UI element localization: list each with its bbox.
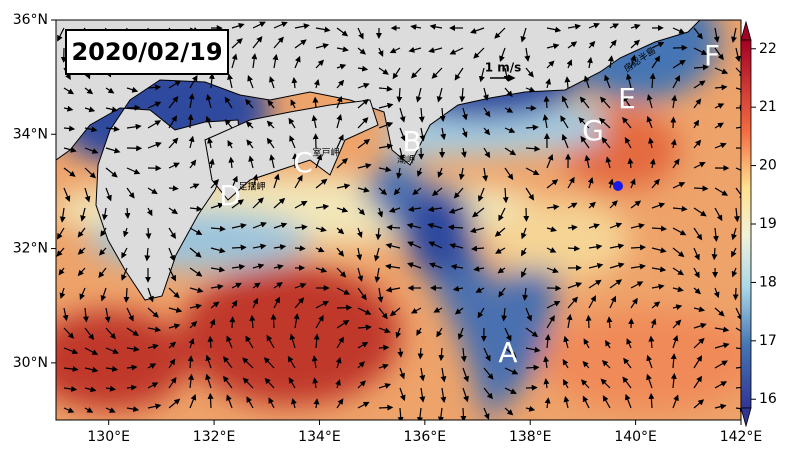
x-tick-label: 138°E: [509, 429, 552, 445]
vector: [526, 367, 538, 368]
station-marker: [613, 181, 623, 191]
y-tick-label: 34°N: [13, 126, 48, 142]
colorbar-tick-label: 20: [759, 158, 777, 174]
colorbar-tick-label: 22: [759, 41, 777, 57]
place-label: 足摺岬: [238, 181, 265, 193]
vector: [232, 247, 246, 248]
x-tick-label: 132°E: [193, 429, 236, 445]
vector: [210, 394, 211, 408]
vector: [169, 188, 178, 189]
point-label: C: [293, 146, 313, 179]
x-tick-label: 136°E: [404, 429, 447, 445]
point-label: B: [402, 125, 421, 158]
x-tick-label: 134°E: [298, 429, 341, 445]
x-tick-label: 142°E: [720, 429, 763, 445]
vector: [388, 227, 401, 228]
colorbar-tick-label: 18: [759, 274, 777, 290]
colorbar-tick-label: 16: [759, 391, 777, 407]
vector: [694, 188, 707, 189]
x-tick-label: 130°E: [87, 429, 130, 445]
vector: [736, 288, 737, 299]
place-label: 室戸岬: [312, 147, 339, 159]
y-tick-label: 36°N: [13, 12, 48, 28]
vector: [126, 288, 127, 302]
vector: [337, 308, 351, 309]
vector: [379, 407, 392, 408]
vector: [273, 315, 274, 328]
colorbar-extend: [741, 408, 751, 426]
point-label: E: [618, 82, 636, 115]
colorbar-tick-label: 19: [759, 216, 777, 232]
vector: [420, 348, 421, 358]
vector: [631, 247, 645, 248]
scale-label: 1 m/s: [485, 61, 522, 75]
colorbar-bar: [741, 40, 751, 408]
colorbar-tick-label: 17: [759, 333, 777, 349]
vector: [295, 248, 305, 249]
colorbar: [741, 22, 751, 426]
colorbar-tick-label: 21: [759, 99, 777, 115]
point-label: G: [582, 114, 604, 147]
vector: [673, 118, 674, 128]
point-label: A: [498, 336, 517, 369]
vector: [379, 347, 388, 348]
vector: [568, 248, 579, 249]
x-tick-label: 140°E: [614, 429, 657, 445]
place-label: 潮岬: [397, 154, 415, 166]
vector: [714, 248, 715, 259]
date-label: 2020/02/19: [71, 38, 222, 66]
y-tick-label: 32°N: [13, 241, 48, 257]
vector: [588, 316, 589, 328]
vector: [232, 317, 233, 328]
point-label: F: [704, 39, 720, 72]
colorbar-extend: [741, 22, 751, 40]
vector: [463, 408, 464, 421]
y-tick-label: 30°N: [13, 355, 48, 371]
vector: [546, 97, 547, 108]
